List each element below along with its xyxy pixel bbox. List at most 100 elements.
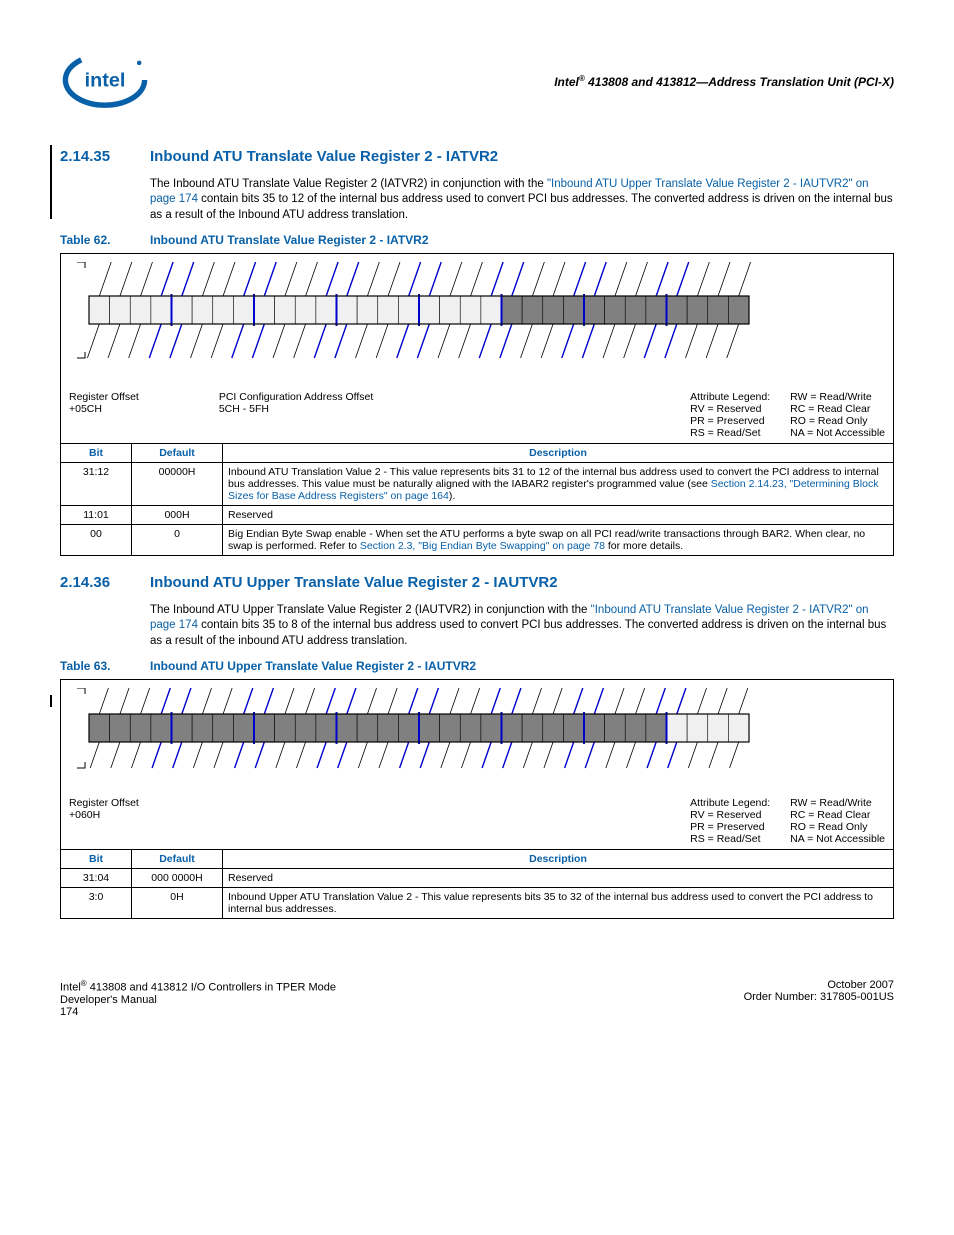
attr-legend-left-1: Attribute Legend: RV = Reserved PR = Pre… [690, 391, 770, 439]
cell-description: Inbound Upper ATU Translation Value 2 - … [223, 888, 894, 919]
reg-offset-label-1: Register Offset [69, 391, 139, 403]
reg-offset-label-2: Register Offset [69, 797, 670, 809]
attr-legend-title-1: Attribute Legend: [690, 391, 770, 403]
attr-rs-2: RS = Read/Set [690, 833, 770, 845]
reg-offset-col-2: Register Offset +060H [69, 797, 670, 845]
table-row: 31:1200000HInbound ATU Translation Value… [61, 463, 894, 506]
attr-na-2: NA = Not Accessible [790, 833, 885, 845]
cell-bit: 31:04 [61, 869, 132, 888]
table-num-2: Table 63. [60, 659, 150, 673]
th-default-2: Default [132, 850, 223, 869]
pci-col-1: PCI Configuration Address Offset 5CH - 5… [219, 391, 670, 439]
th-desc-2: Description [223, 850, 894, 869]
footer-right: October 2007 Order Number: 317805-001US [744, 979, 894, 1018]
page-footer: Intel® 413808 and 413812 I/O Controllers… [60, 979, 894, 1018]
table-row: 31:04000 0000HReserved [61, 869, 894, 888]
table-row: 3:00HInbound Upper ATU Translation Value… [61, 888, 894, 919]
register-table-2: Bit Default Description 31:04000 0000HRe… [60, 849, 894, 919]
reg-offset-value-1: +05CH [69, 403, 139, 415]
intel-logo: intel [60, 50, 150, 113]
th-default-1: Default [132, 444, 223, 463]
s1-para-post: contain bits 35 to 12 of the internal bu… [150, 193, 893, 221]
attr-rv-2: RV = Reserved [690, 809, 770, 821]
page-header: intel Intel® 413808 and 413812—Address T… [60, 50, 894, 113]
change-bar-2 [50, 695, 54, 707]
table-row: 000Big Endian Byte Swap enable - When se… [61, 525, 894, 556]
table-caption-1: Table 62.Inbound ATU Translate Value Reg… [60, 233, 894, 247]
footer-left1-post: 413808 and 413812 I/O Controllers in TPE… [87, 982, 336, 994]
footer-left: Intel® 413808 and 413812 I/O Controllers… [60, 979, 336, 1018]
table-header-row-2: Bit Default Description [61, 850, 894, 869]
attr-ro-2: RO = Read Only [790, 821, 885, 833]
desc-link[interactable]: Section 2.3, "Big Endian Byte Swapping" … [360, 540, 605, 552]
bit-diagram-2 [69, 688, 769, 778]
attr-rs-1: RS = Read/Set [690, 427, 770, 439]
section2-paragraph: The Inbound ATU Upper Translate Value Re… [150, 603, 894, 650]
table-row: 11:01000HReserved [61, 506, 894, 525]
register-table-1: Bit Default Description 31:1200000HInbou… [60, 443, 894, 556]
pci-value-1: 5CH - 5FH [219, 403, 670, 415]
change-bar-1 [50, 145, 54, 219]
svg-text:intel: intel [85, 69, 126, 91]
section1-paragraph: The Inbound ATU Translate Value Register… [150, 177, 894, 224]
reg-offset-col-1: Register Offset +05CH [69, 391, 139, 439]
pci-label-1: PCI Configuration Address Offset [219, 391, 670, 403]
attr-legend-right-2: RW = Read/Write RC = Read Clear RO = Rea… [790, 797, 885, 845]
cell-default: 00000H [132, 463, 223, 506]
cell-description: Reserved [223, 506, 894, 525]
reg-offset-value-2: +060H [69, 809, 670, 821]
page: intel Intel® 413808 and 413812—Address T… [0, 0, 954, 1058]
table-title-1: Inbound ATU Translate Value Register 2 -… [150, 233, 429, 247]
attr-rw-2: RW = Read/Write [790, 797, 885, 809]
attr-na-1: NA = Not Accessible [790, 427, 885, 439]
cell-default: 0 [132, 525, 223, 556]
cell-description: Inbound ATU Translation Value 2 - This v… [223, 463, 894, 506]
diagram-box-1: Register Offset +05CH PCI Configuration … [60, 253, 894, 443]
diagram-box-2: Register Offset +060H Attribute Legend: … [60, 679, 894, 849]
table-title-2: Inbound ATU Upper Translate Value Regist… [150, 659, 476, 673]
cell-bit: 3:0 [61, 888, 132, 919]
s2-para-pre: The Inbound ATU Upper Translate Value Re… [150, 604, 591, 616]
cell-bit: 31:12 [61, 463, 132, 506]
cell-default: 0H [132, 888, 223, 919]
s1-para-pre: The Inbound ATU Translate Value Register… [150, 178, 547, 190]
cell-bit: 11:01 [61, 506, 132, 525]
attr-legend-right-1: RW = Read/Write RC = Read Clear RO = Rea… [790, 391, 885, 439]
bit-diagram-1 [69, 262, 769, 372]
footer-left2: Developer's Manual [60, 994, 336, 1006]
section-title-2: Inbound ATU Upper Translate Value Regist… [150, 574, 558, 591]
cell-bit: 00 [61, 525, 132, 556]
cell-default: 000 0000H [132, 869, 223, 888]
attr-pr-2: PR = Preserved [690, 821, 770, 833]
legend-row-1: Register Offset +05CH PCI Configuration … [69, 391, 885, 439]
s2-para-post: contain bits 35 to 8 of the internal bus… [150, 619, 886, 647]
th-bit-1: Bit [61, 444, 132, 463]
th-desc-1: Description [223, 444, 894, 463]
table-num-1: Table 62. [60, 233, 150, 247]
table-header-row-1: Bit Default Description [61, 444, 894, 463]
attr-rv-1: RV = Reserved [690, 403, 770, 415]
footer-date: October 2007 [744, 979, 894, 991]
section-number-1: 2.14.35 [60, 148, 150, 165]
attr-legend-title-2: Attribute Legend: [690, 797, 770, 809]
footer-order-num: Order Number: 317805-001US [744, 991, 894, 1003]
section-heading-1: 2.14.35Inbound ATU Translate Value Regis… [60, 148, 894, 165]
attr-pr-1: PR = Preserved [690, 415, 770, 427]
footer-page-num: 174 [60, 1006, 336, 1018]
section-title-1: Inbound ATU Translate Value Register 2 -… [150, 148, 498, 165]
footer-left1-pre: Intel [60, 982, 81, 994]
section-heading-2: 2.14.36Inbound ATU Upper Translate Value… [60, 574, 894, 591]
doc-title-post: 413808 and 413812—Address Translation Un… [585, 75, 894, 89]
attr-rc-1: RC = Read Clear [790, 403, 885, 415]
cell-description: Reserved [223, 869, 894, 888]
attr-ro-1: RO = Read Only [790, 415, 885, 427]
table-caption-2: Table 63.Inbound ATU Upper Translate Val… [60, 659, 894, 673]
attr-legend-left-2: Attribute Legend: RV = Reserved PR = Pre… [690, 797, 770, 845]
cell-default: 000H [132, 506, 223, 525]
cell-description: Big Endian Byte Swap enable - When set t… [223, 525, 894, 556]
legend-row-2: Register Offset +060H Attribute Legend: … [69, 797, 885, 845]
attr-rc-2: RC = Read Clear [790, 809, 885, 821]
attr-rw-1: RW = Read/Write [790, 391, 885, 403]
section-number-2: 2.14.36 [60, 574, 150, 591]
doc-title: Intel® 413808 and 413812—Address Transla… [554, 74, 894, 89]
